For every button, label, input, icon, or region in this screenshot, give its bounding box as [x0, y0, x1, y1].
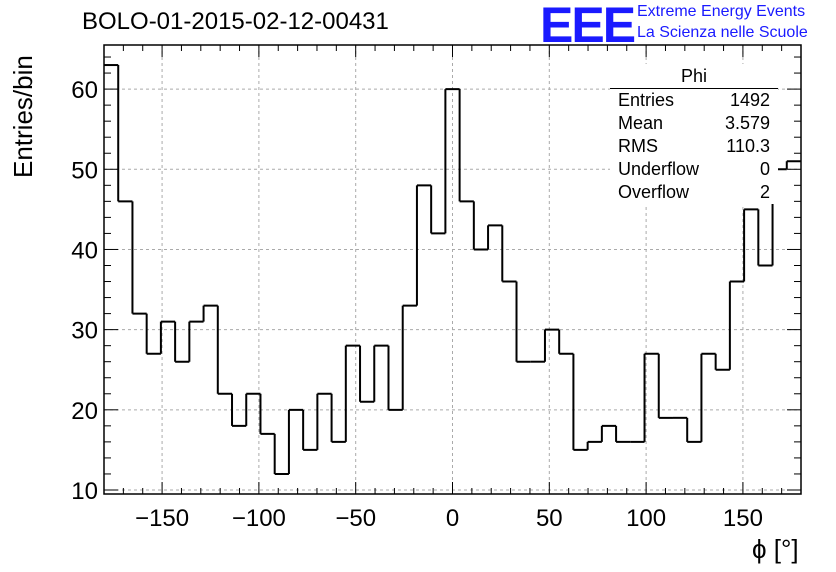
histogram-bin — [458, 89, 474, 203]
histogram-bin — [643, 352, 659, 442]
histogram-bin — [216, 305, 233, 395]
y-tick-label: 40 — [71, 237, 98, 264]
histogram-bin — [273, 433, 289, 475]
histogram-bin — [316, 392, 332, 450]
x-tick-label: −50 — [335, 505, 376, 532]
histogram-bin — [202, 304, 218, 322]
stats-label: RMS — [618, 136, 658, 156]
stats-row-mean: Mean 3.579 — [610, 112, 778, 135]
y-tick-label: 60 — [71, 77, 98, 104]
y-tick-label: 20 — [71, 398, 98, 425]
stats-value: 3.579 — [724, 113, 770, 133]
histogram-bin — [401, 304, 417, 410]
histogram-bin — [572, 353, 588, 451]
stats-label: Overflow — [618, 182, 690, 202]
histogram-bin — [245, 392, 261, 426]
histogram-bin — [430, 185, 446, 235]
histogram-bin — [444, 88, 460, 234]
y-axis-label: Entries/bin — [8, 55, 38, 178]
x-tick-label: 150 — [723, 505, 763, 532]
histogram-bin — [302, 409, 318, 451]
histogram-bin — [359, 345, 375, 403]
histogram-bin — [743, 208, 759, 282]
stats-label: Entries — [618, 90, 675, 110]
histogram-bin — [117, 65, 133, 203]
stats-box-title: Phi — [610, 64, 778, 89]
x-axis-label: ϕ [°] — [752, 534, 799, 564]
histogram-bin — [700, 352, 716, 442]
histogram-bin — [259, 393, 275, 435]
logo-line-1: Extreme Energy Events — [637, 3, 806, 20]
eee-logo: EEE — [540, 0, 636, 53]
histogram-bin — [287, 408, 304, 474]
histogram-bin — [785, 160, 801, 170]
histogram-bin — [586, 440, 602, 450]
histogram-bin — [344, 344, 361, 442]
histogram-bin — [657, 353, 673, 419]
histogram-bin — [600, 424, 617, 442]
logo-line-2: La Scienza nelle Scuole — [637, 24, 808, 41]
x-tick-label: −150 — [135, 505, 189, 532]
stats-box: Phi Entries 1492 Mean 3.579 RMS 110.3 Un… — [610, 64, 778, 204]
histogram-bin — [686, 417, 702, 443]
stats-label: Mean — [618, 113, 664, 133]
stats-row-underflow: Underflow 0 — [610, 158, 778, 181]
histogram-bin — [131, 201, 147, 315]
y-tick-label: 10 — [71, 478, 98, 505]
histogram-bin — [543, 328, 560, 362]
histogram-bin — [159, 320, 176, 354]
axes — [103, 44, 802, 495]
stats-value: 110.3 — [726, 136, 770, 156]
histogram-bin — [757, 209, 773, 267]
x-tick-label: 100 — [626, 505, 666, 532]
histogram-bin — [558, 329, 574, 355]
y-tick-label: 30 — [71, 318, 98, 345]
stats-row-overflow: Overflow 2 — [610, 181, 778, 204]
stats-row-entries: Entries 1492 — [610, 89, 778, 112]
y-tick-label: 50 — [71, 157, 98, 184]
x-tick-label: 50 — [536, 505, 563, 532]
stats-value: 0 — [759, 159, 770, 179]
histogram-bin — [472, 201, 489, 251]
x-tick-label: 0 — [446, 505, 459, 532]
histogram-bin — [231, 393, 247, 427]
stats-value: 1492 — [729, 90, 770, 110]
histogram-bin — [188, 320, 204, 362]
histogram-bin — [415, 184, 432, 306]
histogram-bin — [373, 344, 389, 402]
chart-title: BOLO-01-2015-02-12-00431 — [82, 8, 389, 35]
histogram-bin — [714, 353, 730, 371]
histogram-bin — [387, 345, 403, 411]
histogram-bin — [487, 224, 503, 250]
stats-value: 2 — [759, 182, 770, 202]
histogram-bin — [174, 321, 190, 363]
x-tick-label: −100 — [232, 505, 286, 532]
histogram-bin — [145, 313, 161, 355]
histogram-bin — [501, 225, 517, 283]
tick-labels: −150 −100 −50 0 50 100 150 10 20 30 40 50 60 — [71, 77, 763, 532]
histogram-bars — [104, 64, 801, 475]
stats-label: Underflow — [618, 159, 700, 179]
stats-row-rms: RMS 110.3 — [610, 135, 778, 158]
histogram-bin — [330, 393, 346, 443]
histogram-bin — [728, 280, 745, 370]
histogram-bin — [615, 425, 631, 443]
histogram-bin — [515, 281, 531, 363]
